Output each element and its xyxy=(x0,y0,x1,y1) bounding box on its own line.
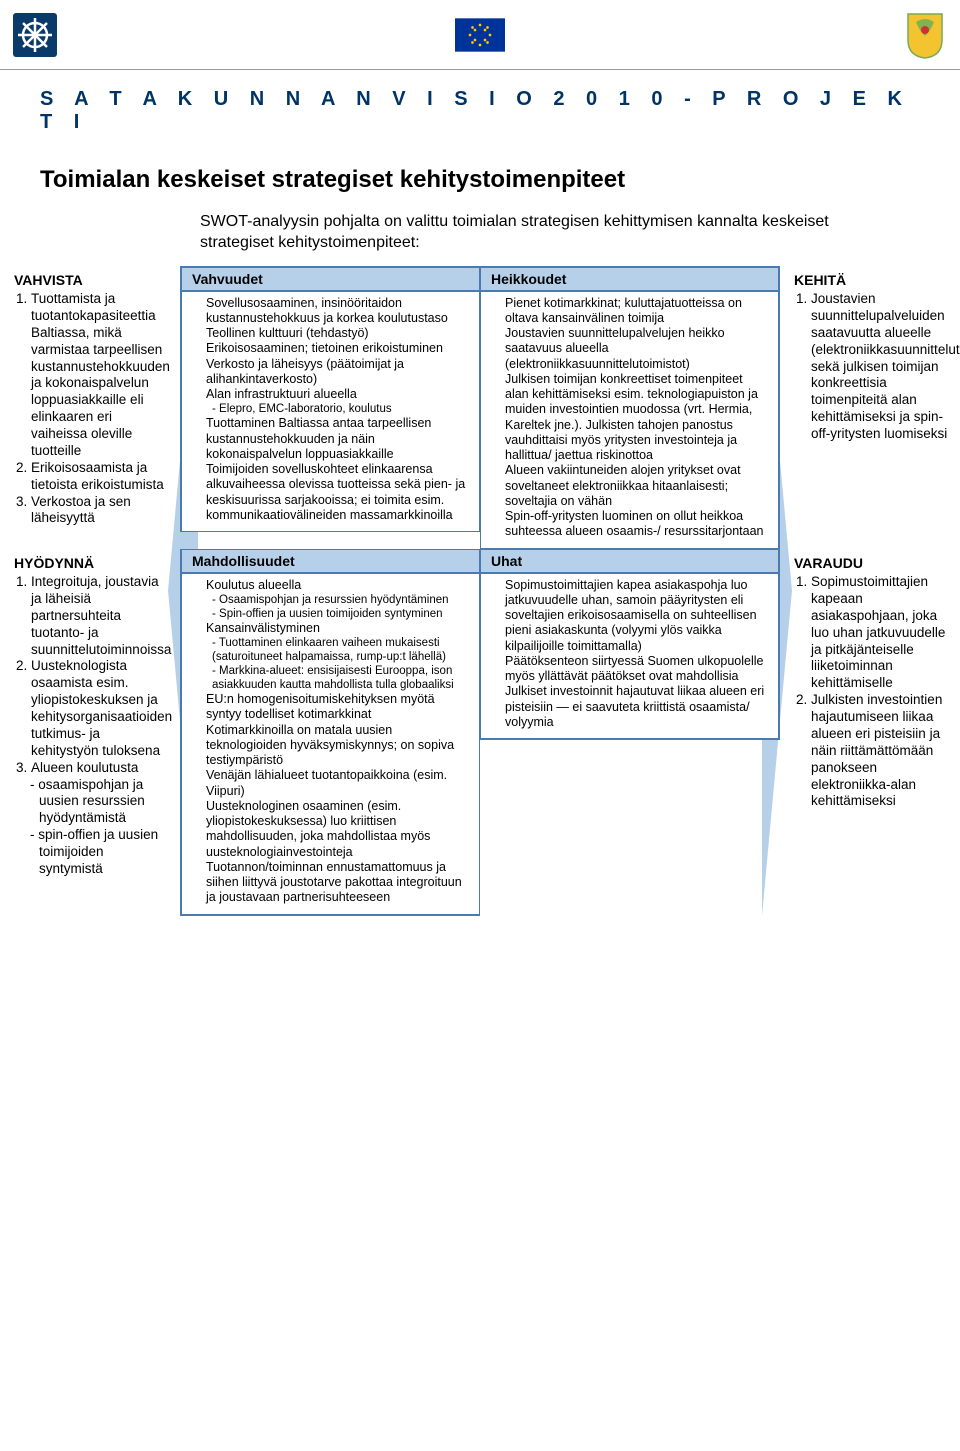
kehita-list: Joustavien suunnittelupalveluiden saatav… xyxy=(811,291,950,443)
swot-subline: - Elepro, EMC-laboratorio, koulutus xyxy=(212,402,469,416)
swot-line: Pienet kotimarkkinat; kuluttajatuotteiss… xyxy=(505,296,768,327)
list-item: Verkostoa ja sen läheisyyttä xyxy=(31,494,170,528)
swot-line: Verkosto ja läheisyys (päätoimijat ja al… xyxy=(206,357,469,388)
swot-line: Julkisen toimijan konkreettiset toimenpi… xyxy=(505,372,768,464)
swot-line: Toimijoiden sovelluskohteet elinkaarensa… xyxy=(206,462,469,523)
swot-line: Päätöksenteon siirtyessä Suomen ulkopuol… xyxy=(505,654,768,685)
list-item: Integroituja, joustavia ja läheisiä part… xyxy=(31,574,170,658)
kehita-column: KEHITÄ Joustavien suunnittelupalveluiden… xyxy=(780,266,960,549)
list-item: - osaamispohjan ja uusien resurssien hyö… xyxy=(39,777,170,828)
swot-line: Kansainvälistyminen xyxy=(206,621,469,636)
vahvuudet-header: Vahvuudet xyxy=(182,268,479,292)
kehita-heading: KEHITÄ xyxy=(794,272,950,290)
swot-line: Uusteknologinen osaaminen (esim. yliopis… xyxy=(206,799,469,860)
list-item: Uusteknologista osaamista esim. yliopist… xyxy=(31,658,170,759)
mahdollisuudet-header: Mahdollisuudet xyxy=(182,550,479,574)
eu-flag-icon xyxy=(455,10,505,60)
swot-line: Joustavien suunnittelupalvelujen heikko … xyxy=(505,326,768,372)
swot-line: Tuotannon/toiminnan ennustamattomuus ja … xyxy=(206,860,469,906)
hyodynna-sublist: - osaamispohjan ja uusien resurssien hyö… xyxy=(30,777,170,878)
uhat-header: Uhat xyxy=(481,550,778,574)
list-item: Julkisten investointien hajautumiseen li… xyxy=(811,692,950,810)
list-item: Joustavien suunnittelupalveluiden saatav… xyxy=(811,291,950,443)
vahvuudet-body: Sovellusosaaminen, insinööritaidon kusta… xyxy=(182,292,479,532)
vahvista-column: VAHVISTA Tuottamista ja tuotantokapasite… xyxy=(0,266,180,549)
swot-line: Spin-off-yritysten luominen on ollut hei… xyxy=(505,509,768,540)
swot-line: Koulutus alueella xyxy=(206,578,469,593)
varaudu-heading: VARAUDU xyxy=(794,555,950,573)
intro-text: SWOT-analyysin pohjalta on valittu toimi… xyxy=(0,194,960,266)
swot-subline: - Markkina-alueet: ensisijaisesti Euroop… xyxy=(212,664,469,692)
varaudu-list: Sopimustoimittajien kapeaan asiakaspohja… xyxy=(811,574,950,810)
list-item: - spin-offien ja uusien toimijoiden synt… xyxy=(39,827,170,878)
wheel-logo-icon xyxy=(10,10,60,60)
swot-line: Venäjän lähialueet tuotantopaikkoina (es… xyxy=(206,768,469,799)
swot-line: EU:n homogenisoitumiskehityksen myötä sy… xyxy=(206,692,469,723)
vahvista-heading: VAHVISTA xyxy=(14,272,170,290)
heikkoudet-body: Pienet kotimarkkinat; kuluttajatuotteiss… xyxy=(481,292,778,548)
mahdollisuudet-body: Koulutus alueella- Osaamispohjan ja resu… xyxy=(182,574,479,914)
list-item: Erikoisosaamista ja tietoista erikoistum… xyxy=(31,460,170,494)
list-item: Sopimustoimittajien kapeaan asiakaspohja… xyxy=(811,574,950,692)
swot-line: Alan infrastruktuuri alueella xyxy=(206,387,469,402)
swot-line: Teollinen kulttuuri (tehdastyö) xyxy=(206,326,469,341)
page-header xyxy=(0,0,960,70)
swot-line: Sopimustoimittajien kapea asiakaspohja l… xyxy=(505,578,768,654)
hyodynna-list: Integroituja, joustavia ja läheisiä part… xyxy=(31,574,170,777)
swot-line: Kotimarkkinoilla on matala uusien teknol… xyxy=(206,723,469,769)
swot-subline: - Spin-offien ja uusien toimijoiden synt… xyxy=(212,607,469,621)
swot-diagram: VAHVISTA Tuottamista ja tuotantokapasite… xyxy=(0,266,960,916)
vahvuudet-cell: Vahvuudet Sovellusosaaminen, insinöörita… xyxy=(180,266,480,533)
heikkoudet-cell: Heikkoudet Pienet kotimarkkinat; kulutta… xyxy=(480,266,780,549)
uhat-cell: Uhat Sopimustoimittajien kapea asiakaspo… xyxy=(480,549,780,741)
swot-line: Tuottaminen Baltiassa antaa tarpeellisen… xyxy=(206,416,469,462)
list-item: Alueen koulutusta xyxy=(31,760,170,777)
swot-line: Erikoisosaaminen; tietoinen erikoistumin… xyxy=(206,341,469,356)
heikkoudet-header: Heikkoudet xyxy=(481,268,778,292)
list-item: Tuottamista ja tuotantokapasiteettia Bal… xyxy=(31,291,170,460)
mahdollisuudet-cell: Mahdollisuudet Koulutus alueella- Osaami… xyxy=(180,549,480,916)
swot-subline: - Osaamispohjan ja resurssien hyödyntämi… xyxy=(212,593,469,607)
swot-line: Sovellusosaaminen, insinööritaidon kusta… xyxy=(206,296,469,327)
project-banner: S A T A K U N N A N V I S I O 2 0 1 0 - … xyxy=(0,70,960,144)
hyodynna-column: HYÖDYNNÄ Integroituja, joustavia ja lähe… xyxy=(0,549,180,916)
swot-subline: - Tuottaminen elinkaaren vaiheen mukaise… xyxy=(212,636,469,664)
coat-of-arms-icon xyxy=(900,10,950,60)
vahvista-list: Tuottamista ja tuotantokapasiteettia Bal… xyxy=(31,291,170,527)
swot-line: Julkiset investoinnit hajautuvat liikaa … xyxy=(505,684,768,730)
varaudu-column: VARAUDU Sopimustoimittajien kapeaan asia… xyxy=(780,549,960,916)
hyodynna-heading: HYÖDYNNÄ xyxy=(14,555,170,573)
uhat-body: Sopimustoimittajien kapea asiakaspohja l… xyxy=(481,574,778,739)
page-title: Toimialan keskeiset strategiset kehityst… xyxy=(0,144,960,194)
swot-line: Alueen vakiintuneiden alojen yritykset o… xyxy=(505,463,768,509)
